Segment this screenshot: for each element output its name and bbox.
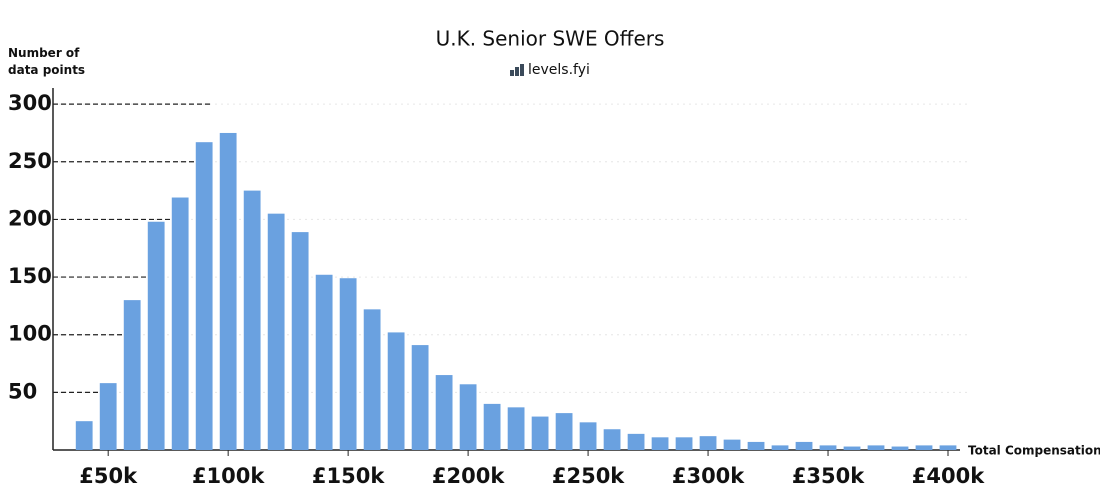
bar: [123, 300, 141, 450]
bar: [219, 132, 237, 450]
bar: [507, 407, 525, 450]
x-tick-label: £350k: [792, 464, 865, 488]
bar: [747, 441, 765, 450]
bar: [171, 197, 189, 450]
y-tick-label: 250: [8, 149, 52, 173]
bar: [483, 403, 501, 450]
y-tick-label: 300: [8, 91, 52, 115]
bar: [267, 213, 285, 450]
logo-icon: [510, 64, 524, 76]
bar: [843, 446, 861, 450]
bar: [315, 274, 333, 450]
bar: [819, 445, 837, 450]
bar: [723, 439, 741, 450]
bar: [339, 278, 357, 450]
x-axis-label: Total Compensation: [968, 444, 1100, 458]
bar: [795, 441, 813, 450]
x-tick-label: £200k: [432, 464, 505, 488]
bar: [195, 142, 213, 451]
bar: [627, 433, 645, 450]
x-tick-label: £150k: [312, 464, 385, 488]
bar: [579, 422, 597, 450]
bar: [99, 383, 117, 450]
bar: [675, 437, 693, 450]
bar: [459, 384, 477, 450]
y-axis-label: Number of data points: [8, 46, 86, 77]
x-tick-label: £50k: [79, 464, 138, 488]
bar: [651, 437, 669, 450]
chart-subtitle: levels.fyi: [528, 62, 590, 78]
bar: [939, 445, 957, 450]
bar: [243, 190, 261, 450]
bar: [603, 429, 621, 450]
bar: [867, 445, 885, 450]
bar: [363, 309, 381, 450]
x-tick-label: £400k: [912, 464, 985, 488]
bar: [555, 413, 573, 450]
bar: [771, 445, 789, 450]
bar: [411, 345, 429, 450]
x-tick-label: £250k: [552, 464, 625, 488]
y-tick-label: 200: [8, 206, 52, 230]
y-tick-label: 150: [8, 264, 52, 288]
x-tick-label: £100k: [192, 464, 265, 488]
bar: [387, 332, 405, 450]
x-tick-label: £300k: [672, 464, 745, 488]
bar: [915, 445, 933, 450]
bar: [75, 421, 93, 450]
bar: [435, 375, 453, 450]
chart-title: U.K. Senior SWE Offers: [436, 27, 665, 51]
bar: [699, 436, 717, 450]
y-tick-label: 100: [8, 322, 52, 346]
bar: [147, 221, 165, 450]
bar: [531, 416, 549, 450]
y-tick-label: 50: [8, 379, 37, 403]
bar: [891, 446, 909, 450]
bar: [291, 232, 309, 450]
